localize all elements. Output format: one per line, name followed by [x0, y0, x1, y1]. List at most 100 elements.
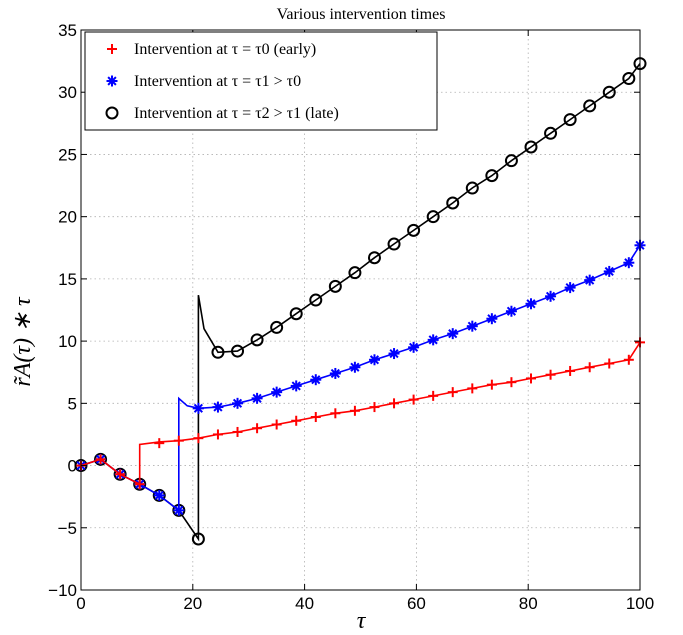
- series-point: [623, 354, 634, 365]
- series-point: [154, 438, 165, 449]
- series-point: [584, 274, 596, 286]
- legend-label: Intervention at τ = τ0 (early): [134, 41, 316, 58]
- series-point: [252, 423, 263, 434]
- series-point: [309, 293, 323, 307]
- x-tick-label: 20: [183, 594, 202, 613]
- series-point: [486, 313, 498, 325]
- series-point: [563, 113, 577, 127]
- series-line: [80, 244, 641, 513]
- y-tick-label: 20: [58, 208, 77, 227]
- series-point: [408, 341, 420, 353]
- series-point: [545, 290, 557, 302]
- series-point: [486, 379, 497, 390]
- series-point: [270, 320, 284, 334]
- series-point: [388, 348, 400, 360]
- x-tick-label: 40: [295, 594, 314, 613]
- x-axis-label: τ: [357, 608, 367, 634]
- y-tick-label: −10: [48, 581, 77, 600]
- series-star: [75, 239, 646, 516]
- series-point: [545, 369, 556, 380]
- series-point: [290, 380, 302, 392]
- series-point: [467, 383, 478, 394]
- series-plus: [76, 337, 645, 490]
- series-point: [565, 365, 576, 376]
- series-point: [389, 398, 400, 409]
- series-point: [289, 307, 303, 321]
- series-point: [505, 305, 517, 317]
- y-tick-label: −5: [58, 519, 77, 538]
- series-point: [426, 210, 440, 224]
- x-tick-label: 100: [626, 594, 654, 613]
- series-point: [250, 333, 264, 347]
- series-point: [271, 386, 283, 398]
- series-point: [427, 334, 439, 346]
- series-point: [310, 412, 321, 423]
- legend-marker: [106, 75, 118, 87]
- y-tick-label: 35: [58, 21, 77, 40]
- series-point: [212, 429, 223, 440]
- series-point: [232, 426, 243, 437]
- series-point: [115, 469, 126, 480]
- legend: Intervention at τ = τ0 (early) Interventi…: [84, 31, 438, 131]
- series-line: [80, 341, 641, 486]
- series-point: [544, 126, 558, 140]
- series-circle: [74, 57, 647, 546]
- series-point: [524, 140, 538, 154]
- series-point: [506, 377, 517, 388]
- series-point: [328, 279, 342, 293]
- series-point: [408, 394, 419, 405]
- series-point: [504, 154, 518, 168]
- y-tick-label: 25: [58, 145, 77, 164]
- series-point: [465, 181, 479, 195]
- series-point: [602, 85, 616, 99]
- series-point: [192, 402, 204, 414]
- series-point: [251, 392, 263, 404]
- series-point: [291, 415, 302, 426]
- series-point: [584, 362, 595, 373]
- series-point: [329, 367, 341, 379]
- series-point: [564, 282, 576, 294]
- series-point: [367, 251, 381, 265]
- series-point: [485, 169, 499, 183]
- legend-marker: [105, 106, 119, 120]
- series-point: [603, 265, 615, 277]
- series-point: [466, 320, 478, 332]
- series-point: [525, 373, 536, 384]
- series-point: [330, 408, 341, 419]
- series-point: [447, 328, 459, 340]
- series-point: [622, 72, 636, 86]
- x-tick-label: 60: [407, 594, 426, 613]
- series-layer: [74, 57, 647, 546]
- series-point: [348, 266, 362, 280]
- series-point: [623, 257, 635, 269]
- series-point: [447, 387, 458, 398]
- series-point: [173, 435, 184, 446]
- y-tick-label: 0: [68, 457, 77, 476]
- series-point: [134, 479, 145, 490]
- series-point: [604, 358, 615, 369]
- series-point: [349, 405, 360, 416]
- series-point: [446, 196, 460, 210]
- series-point: [525, 298, 537, 310]
- series-point: [349, 361, 361, 373]
- series-point: [95, 454, 106, 465]
- legend-marker: [107, 44, 117, 54]
- y-tick-label: 10: [58, 332, 77, 351]
- series-point: [153, 489, 165, 501]
- y-tick-label: 5: [68, 394, 77, 413]
- series-point: [407, 223, 421, 237]
- series-point: [583, 99, 597, 113]
- legend-label: Intervention at τ = τ1 > τ0: [134, 73, 301, 90]
- series-point: [428, 390, 439, 401]
- series-point: [193, 433, 204, 444]
- series-point: [271, 419, 282, 430]
- x-tick-label: 80: [519, 594, 538, 613]
- chart-title: Various intervention times: [277, 6, 446, 23]
- x-tick-label: 0: [76, 594, 85, 613]
- series-point: [191, 532, 205, 546]
- series-point: [231, 344, 245, 358]
- series-point: [310, 374, 322, 386]
- y-tick-label: 15: [58, 270, 77, 289]
- legend-box: [84, 31, 438, 131]
